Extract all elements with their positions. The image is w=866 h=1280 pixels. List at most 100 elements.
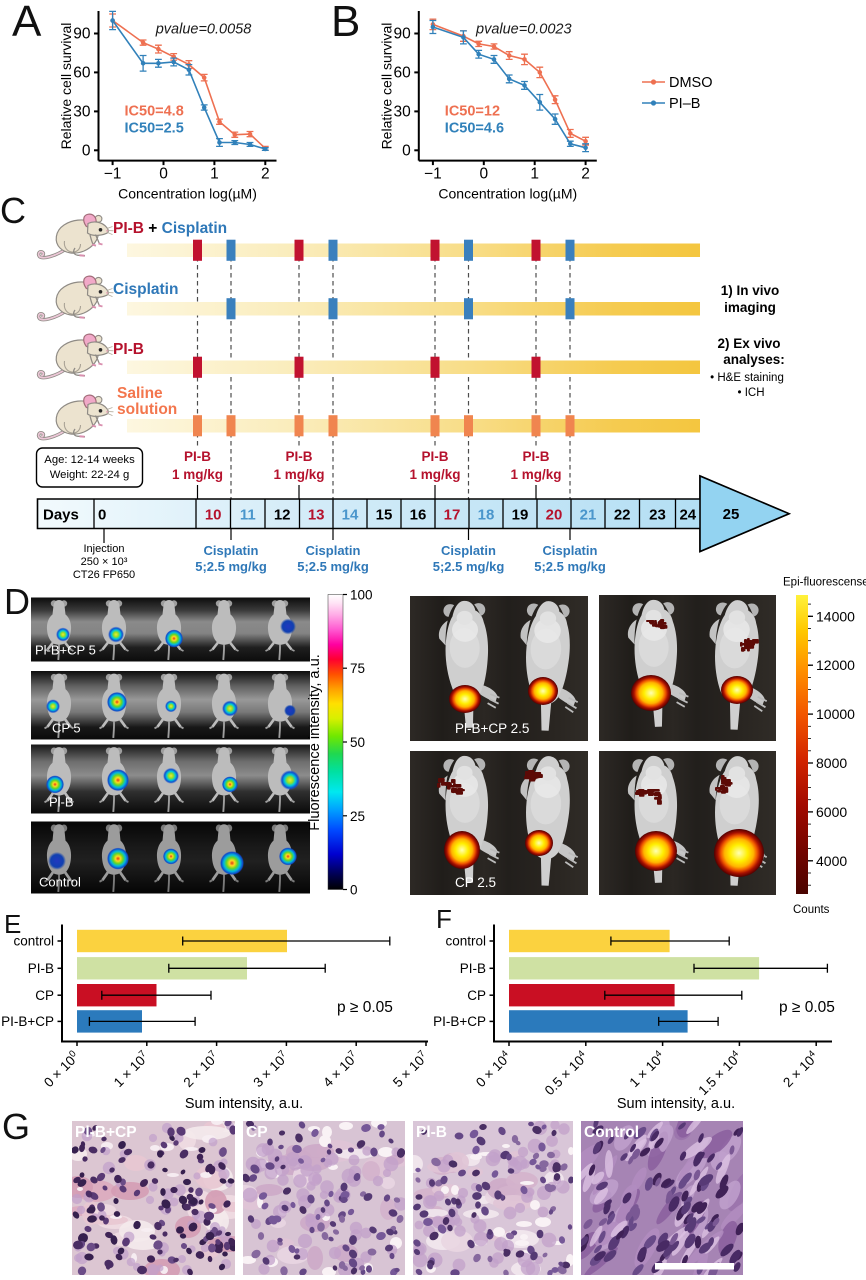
svg-text:12000: 12000 (816, 657, 855, 673)
svg-text:5;2.5 mg/kg: 5;2.5 mg/kg (195, 559, 267, 574)
svg-text:25: 25 (350, 809, 365, 824)
svg-text:IC50=4.8: IC50=4.8 (125, 104, 184, 120)
svg-text:Control: Control (584, 1124, 639, 1141)
svg-text:14000: 14000 (816, 608, 855, 624)
svg-text:25: 25 (723, 506, 740, 523)
svg-text:24: 24 (679, 507, 696, 524)
svg-text:Cisplatin: Cisplatin (204, 543, 259, 558)
svg-text:Cisplatin: Cisplatin (113, 281, 178, 298)
svg-text:75: 75 (350, 661, 365, 676)
svg-text:Cisplatin: Cisplatin (306, 543, 361, 558)
svg-text:Epi-fluorescense: Epi-fluorescense (783, 577, 866, 589)
svg-text:Concentration log(µM): Concentration log(µM) (118, 186, 257, 202)
svg-text:PI-B: PI-B (286, 449, 313, 464)
svg-text:Age: 12-14 weeks: Age: 12-14 weeks (44, 454, 135, 466)
svg-text:4000: 4000 (816, 853, 847, 869)
svg-text:0.5 × 104: 0.5 × 104 (541, 1048, 591, 1098)
svg-text:1: 1 (210, 166, 219, 183)
svg-text:CP: CP (35, 988, 54, 1003)
svg-text:0: 0 (82, 142, 91, 159)
svg-text:0: 0 (98, 507, 106, 524)
svg-text:13: 13 (308, 507, 325, 524)
svg-text:PI-B: PI-B (422, 449, 449, 464)
svg-text:analyses:: analyses: (723, 352, 785, 367)
svg-text:pvalue=0.0058: pvalue=0.0058 (155, 22, 252, 38)
svg-text:p ≥ 0.05: p ≥ 0.05 (337, 999, 393, 1016)
svg-text:Cisplatin: Cisplatin (441, 543, 496, 558)
svg-text:PI–B: PI–B (669, 96, 700, 112)
svg-text:Pl-B+CP: Pl-B+CP (75, 1124, 137, 1141)
svg-text:4 × 107: 4 × 107 (319, 1048, 361, 1090)
svg-text:18: 18 (478, 507, 495, 524)
svg-text:2) Ex vivo: 2) Ex vivo (717, 336, 780, 351)
svg-text:imaging: imaging (724, 300, 776, 315)
svg-text:Weight: 22-24 g: Weight: 22-24 g (50, 469, 130, 481)
svg-text:14: 14 (342, 507, 359, 524)
svg-text:21: 21 (580, 507, 597, 524)
svg-text:5;2.5 mg/kg: 5;2.5 mg/kg (297, 559, 369, 574)
svg-text:Concentration log(µM): Concentration log(µM) (438, 186, 577, 202)
svg-text:15: 15 (376, 507, 393, 524)
svg-text:PI-B: PI-B (184, 449, 211, 464)
svg-text:PI-B+CP: PI-B+CP (1, 1014, 54, 1029)
svg-text:Pl-B+CP 5: Pl-B+CP 5 (35, 643, 96, 658)
svg-text:3 × 107: 3 × 107 (250, 1048, 292, 1090)
svg-text:0: 0 (402, 142, 411, 159)
svg-text:IC50=12: IC50=12 (445, 104, 500, 120)
svg-text:1 mg/kg: 1 mg/kg (273, 467, 324, 482)
svg-text:Cisplatin: Cisplatin (543, 543, 598, 558)
svg-text:IC50=2.5: IC50=2.5 (125, 121, 184, 137)
svg-text:CP: CP (246, 1124, 268, 1141)
svg-text:1: 1 (530, 166, 539, 183)
svg-text:60: 60 (394, 64, 412, 81)
svg-text:Relative cell survival: Relative cell survival (378, 23, 394, 150)
svg-text:0: 0 (159, 166, 168, 183)
svg-text:Control: Control (39, 875, 81, 890)
svg-text:2: 2 (261, 166, 270, 183)
svg-text:19: 19 (512, 507, 529, 524)
svg-text:CT26 FP650: CT26 FP650 (73, 569, 135, 581)
svg-text:control: control (446, 934, 487, 949)
svg-text:Days: Days (43, 507, 79, 524)
svg-text:CP 2.5: CP 2.5 (455, 875, 496, 890)
svg-text:solution: solution (117, 401, 177, 418)
svg-text:1 mg/kg: 1 mg/kg (409, 467, 460, 482)
svg-text:1 mg/kg: 1 mg/kg (510, 467, 561, 482)
svg-text:22: 22 (614, 507, 631, 524)
svg-text:Pl-B: Pl-B (416, 1124, 447, 1141)
svg-text:pvalue=0.0023: pvalue=0.0023 (475, 22, 572, 38)
svg-text:1 × 104: 1 × 104 (626, 1048, 668, 1090)
svg-text:CP: CP (468, 988, 487, 1003)
svg-text:16: 16 (410, 507, 427, 524)
svg-text:50: 50 (350, 735, 365, 750)
svg-text:control: control (13, 934, 54, 949)
svg-text:PI-B+CP: PI-B+CP (433, 1014, 486, 1029)
svg-text:5;2.5 mg/kg: 5;2.5 mg/kg (534, 559, 606, 574)
svg-text:30: 30 (73, 103, 91, 120)
svg-text:Pl-B: Pl-B (49, 795, 74, 810)
svg-text:20: 20 (546, 507, 563, 524)
svg-text:8000: 8000 (816, 755, 847, 771)
svg-text:6000: 6000 (816, 804, 847, 820)
svg-text:10000: 10000 (816, 706, 855, 722)
svg-text:Injection: Injection (84, 543, 125, 555)
svg-text:90: 90 (73, 26, 91, 43)
svg-text:0: 0 (479, 166, 488, 183)
svg-text:1) In vivo: 1) In vivo (721, 283, 780, 298)
svg-text:250 × 10³: 250 × 10³ (81, 556, 128, 568)
svg-text:17: 17 (444, 507, 461, 524)
svg-text:12: 12 (274, 507, 291, 524)
svg-text:DMSO: DMSO (669, 75, 713, 91)
svg-text:1.5 × 104: 1.5 × 104 (695, 1048, 745, 1098)
svg-text:Saline: Saline (117, 385, 163, 402)
svg-text:PI-B + Cisplatin: PI-B + Cisplatin (113, 220, 227, 237)
svg-text:PI-B: PI-B (113, 341, 144, 358)
svg-text:2 × 104: 2 × 104 (780, 1048, 822, 1090)
svg-text:2 × 107: 2 × 107 (180, 1048, 222, 1090)
svg-text:−1: −1 (104, 166, 122, 183)
svg-text:23: 23 (649, 507, 666, 524)
svg-text:2: 2 (581, 166, 590, 183)
svg-text:IC50=4.6: IC50=4.6 (445, 121, 504, 137)
svg-text:Relative cell survival: Relative cell survival (58, 23, 74, 150)
svg-text:PI-B: PI-B (28, 961, 54, 976)
